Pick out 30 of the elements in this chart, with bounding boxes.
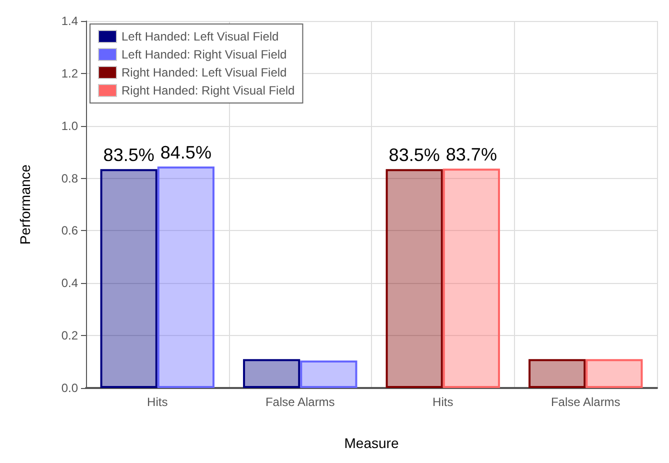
y-tick-label: 0.0: [61, 381, 78, 395]
x-tick-label: False Alarms: [550, 395, 620, 409]
y-tick-label: 0.4: [61, 276, 78, 290]
bar: [586, 359, 643, 388]
legend-label: Left Handed: Left Visual Field: [122, 30, 279, 44]
bar: [442, 168, 500, 388]
y-tick-label: 1.2: [61, 66, 78, 80]
x-axis-title: Measure: [344, 435, 399, 451]
y-axis-title: Performance: [17, 164, 33, 245]
data-label: 83.7%: [446, 144, 497, 165]
y-tick-label: 0.6: [61, 224, 78, 238]
y-tick-label: 1.0: [61, 118, 78, 133]
bar: [157, 166, 214, 388]
legend-label: Right Handed: Left Visual Field: [122, 66, 287, 80]
y-tick-label: 0.2: [61, 328, 78, 343]
data-label: 83.5%: [388, 145, 440, 166]
x-tick-label: False Alarms: [265, 395, 335, 409]
bar: [386, 169, 443, 388]
legend-label: Left Handed: Right Visual Field: [122, 48, 287, 62]
bar: [300, 360, 358, 388]
data-label: 84.5%: [160, 142, 212, 162]
y-tick-label: 1.4: [61, 14, 78, 28]
x-tick-label: Hits: [432, 395, 454, 409]
x-tick-label: Hits: [147, 395, 168, 409]
y-tick-label: 0.8: [61, 171, 78, 186]
data-label: 83.5%: [103, 145, 154, 166]
legend-label: Right Handed: Right Visual Field: [122, 84, 295, 98]
bar: [243, 359, 300, 388]
bar: [528, 359, 586, 388]
bar: [100, 169, 158, 388]
